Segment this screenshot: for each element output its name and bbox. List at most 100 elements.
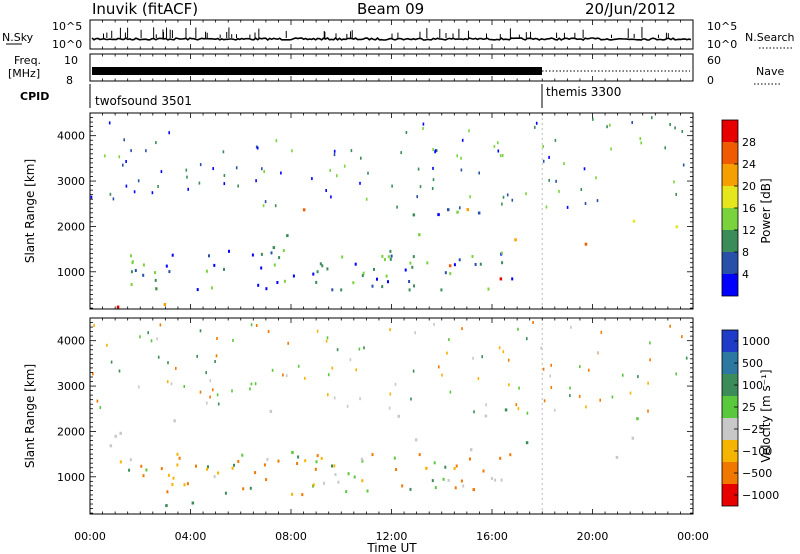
range-cell: [205, 371, 207, 375]
range-cell: [291, 451, 294, 454]
range-cell: [462, 484, 465, 488]
range-cell: [165, 504, 168, 508]
range-cell: [90, 195, 93, 199]
range-cell: [142, 263, 145, 267]
range-cell: [125, 160, 127, 163]
range-cell: [500, 251, 503, 255]
range-cell: [322, 481, 325, 485]
range-cell: [469, 448, 473, 452]
time-tick-label: 20:00: [577, 530, 609, 543]
range-cell: [461, 327, 463, 331]
range-cell: [206, 401, 208, 405]
range-cell: [518, 386, 520, 390]
colorbar-tick-label: −100: [742, 445, 772, 458]
range-cell: [511, 198, 514, 202]
range-cell: [453, 467, 456, 470]
range-cell: [272, 246, 276, 250]
range-cell: [256, 146, 259, 150]
range-cell: [334, 473, 337, 477]
range-cell: [316, 454, 319, 458]
range-cell: [302, 208, 306, 212]
colorbar-segment: [722, 330, 738, 352]
range-cell: [432, 178, 435, 182]
power-y-label: Slant Range [km]: [23, 159, 37, 263]
range-cell: [104, 154, 106, 158]
range-cell: [490, 477, 493, 480]
velocity-panel-frame: [89, 317, 694, 515]
range-cell: [497, 141, 499, 145]
range-cell: [123, 138, 125, 142]
nave-tick-bottom: 0: [707, 74, 714, 87]
range-cell: [446, 351, 448, 355]
range-cell: [500, 478, 503, 482]
range-cell: [359, 397, 361, 401]
range-cell: [265, 478, 268, 482]
range-cell: [354, 262, 357, 266]
range-cell: [155, 287, 158, 291]
range-cell: [237, 460, 240, 463]
velocity-y-axis: 1000 2000 3000 4000: [57, 322, 693, 514]
range-cell: [267, 330, 270, 333]
range-cell: [389, 392, 392, 396]
range-cell: [320, 456, 323, 460]
range-cell: [674, 126, 676, 130]
range-cell: [479, 262, 482, 266]
range-cell: [548, 155, 550, 159]
range-cell: [389, 257, 392, 261]
range-cell: [387, 280, 389, 284]
range-cell: [287, 341, 289, 345]
range-cell: [422, 122, 425, 126]
power-heatmap: [90, 113, 685, 309]
range-cell: [358, 347, 361, 351]
range-cell: [578, 394, 581, 398]
range-cell: [484, 414, 488, 418]
colorbar-segment: [722, 274, 738, 296]
range-cell: [385, 274, 388, 278]
range-cell: [223, 174, 226, 177]
range-cell: [509, 453, 512, 457]
range-tick-label: 4000: [57, 335, 85, 348]
station-title: Inuvik (fitACF): [92, 0, 198, 18]
range-cell: [413, 284, 415, 288]
range-cell: [145, 149, 147, 153]
range-cell: [478, 171, 480, 175]
range-cell: [622, 373, 624, 377]
range-cell: [266, 457, 269, 461]
range-cell: [255, 179, 257, 183]
range-cell: [331, 464, 333, 468]
range-cell: [542, 159, 545, 163]
range-cell: [549, 374, 551, 378]
range-cell: [217, 471, 220, 475]
range-cell: [501, 154, 504, 157]
range-cell: [371, 284, 374, 288]
range-cell: [474, 263, 477, 266]
range-cell: [209, 395, 211, 399]
range-cell: [261, 167, 263, 171]
range-cell: [515, 403, 518, 407]
colorbar-tick-label: 28: [742, 136, 756, 149]
range-cell: [270, 251, 273, 255]
range-cell: [647, 409, 649, 413]
range-cell: [497, 149, 500, 153]
range-cell: [545, 205, 548, 209]
range-cell: [242, 487, 245, 491]
range-cell: [198, 181, 201, 185]
range-cell: [171, 483, 174, 486]
range-cell: [263, 170, 265, 173]
colorbar-segment: [722, 186, 738, 208]
time-tick-label: 16:00: [476, 530, 508, 543]
range-cell: [555, 179, 557, 183]
colorbar-tick-label: 24: [742, 158, 756, 171]
range-cell: [119, 431, 122, 435]
range-cell: [186, 482, 189, 486]
range-cell: [504, 408, 508, 412]
range-cell: [432, 148, 434, 151]
range-cell: [142, 474, 145, 478]
range-cell: [166, 490, 169, 494]
range-tick-label: 3000: [57, 380, 85, 393]
cpid-mode-2: themis 3300: [546, 85, 621, 99]
range-cell: [588, 368, 590, 372]
range-cell: [191, 501, 195, 505]
colorbar-segment: [722, 374, 738, 396]
